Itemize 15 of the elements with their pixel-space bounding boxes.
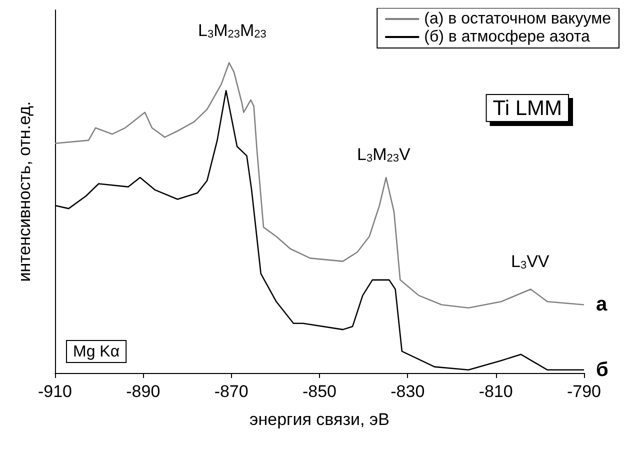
annotation: Ti LMM: [492, 97, 562, 120]
x-tick-label: -910: [38, 382, 72, 401]
x-axis-title: энергия связи, эВ: [250, 410, 390, 429]
x-tick-label: -890: [126, 382, 160, 401]
y-axis-title: интенсивность, отн.ед.: [15, 101, 34, 282]
x-tick-label: -870: [214, 382, 248, 401]
x-tick-label: -850: [302, 382, 337, 401]
annotation: Mg Kα: [73, 344, 120, 360]
x-tick-label: -790: [566, 382, 602, 401]
x-tick-label: -810: [478, 382, 513, 401]
annotation: б: [596, 358, 608, 381]
legend-label: (а) в остаточном вакууме: [424, 10, 612, 28]
x-tick-label: -830: [390, 382, 425, 401]
annotation: а: [596, 294, 608, 316]
legend-label: (б) в атмосфере азота: [424, 28, 590, 46]
